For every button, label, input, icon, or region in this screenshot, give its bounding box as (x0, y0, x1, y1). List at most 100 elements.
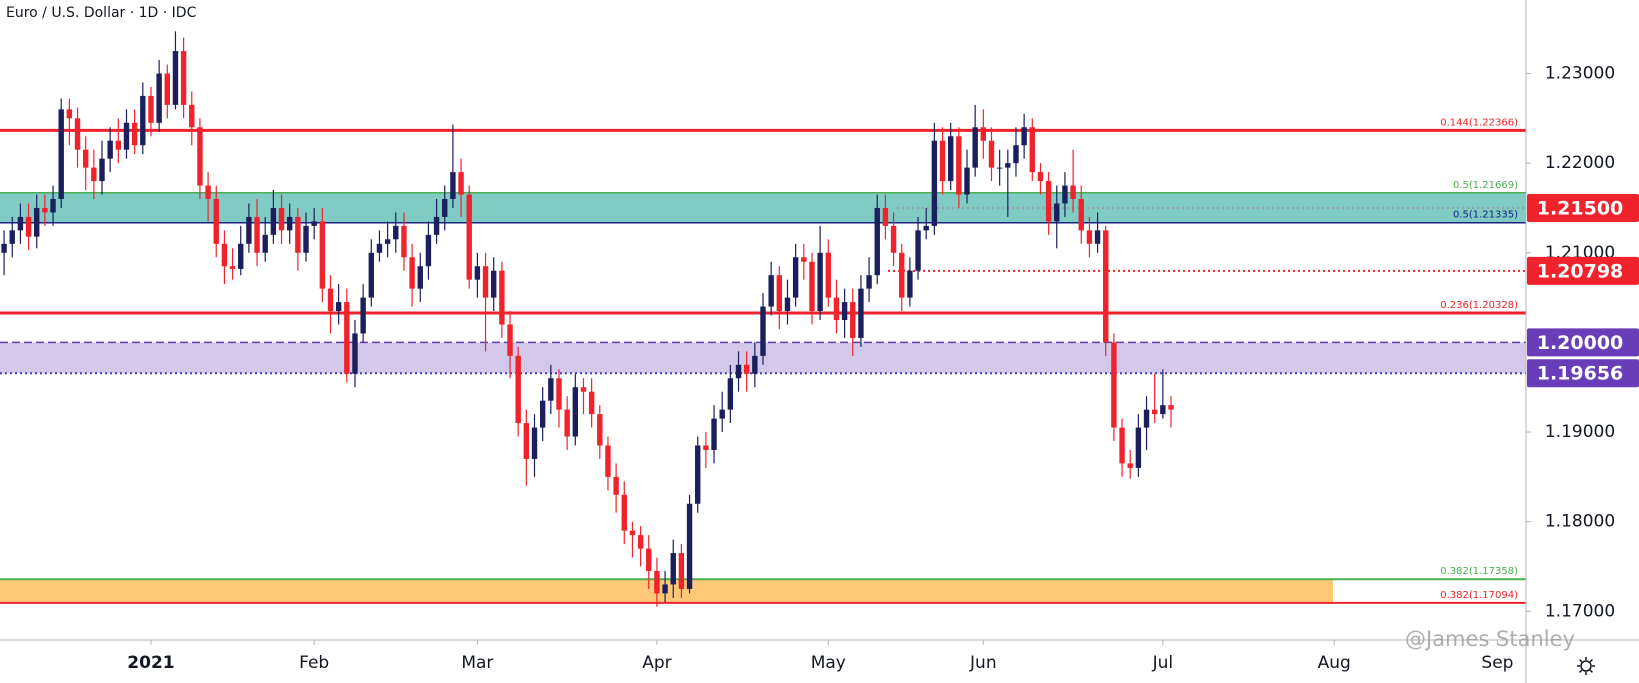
candle-body (91, 167, 97, 182)
chart-title: Euro / U.S. Dollar · 1D · IDC (6, 5, 197, 21)
candle-body (1062, 185, 1068, 204)
candle-body (466, 194, 472, 280)
candle-body (956, 136, 962, 195)
candle-body (311, 221, 317, 226)
candle-body (988, 140, 995, 168)
gear-ring (1580, 660, 1592, 672)
candle-body (572, 387, 579, 437)
candle-body (123, 122, 130, 150)
candle-body (825, 252, 831, 298)
candle-body (923, 225, 929, 231)
y-tick-label: 1.23000 (1545, 64, 1615, 84)
candle-body (523, 423, 530, 459)
candle-body (637, 535, 644, 549)
settings-icon[interactable] (1577, 657, 1595, 675)
level-label: 0.5(1.21335) (1453, 210, 1518, 221)
candle-body (368, 252, 374, 298)
candle-body (17, 216, 24, 231)
candle-body (499, 270, 505, 325)
candle-body (1127, 463, 1133, 468)
price-tag (1527, 359, 1639, 388)
candle-body (433, 216, 440, 235)
candle-body (841, 302, 848, 320)
candle-body (107, 140, 113, 159)
candle-body (74, 118, 81, 150)
candle-body (82, 149, 89, 168)
candle-body (156, 73, 162, 123)
candle-body (319, 221, 326, 289)
candle-body (450, 172, 456, 199)
candle-body (833, 297, 840, 320)
watermark: @James Stanley (1405, 627, 1575, 651)
candle-body (1152, 409, 1158, 415)
level-label: 0.144(1.22366) (1440, 117, 1518, 128)
candle-body (792, 257, 799, 298)
candle-body (947, 136, 954, 182)
candle-body (621, 494, 627, 531)
candle-body (42, 207, 48, 213)
candle-body (417, 266, 423, 289)
candle-body (25, 216, 32, 237)
candle-body (678, 553, 685, 589)
candle-body (539, 400, 546, 428)
candle-body (335, 302, 342, 312)
candles (1, 31, 1174, 607)
candle-body (1119, 427, 1125, 464)
level-label: 0.382(1.17358) (1440, 566, 1518, 577)
candle-body (629, 530, 636, 536)
candle-body (164, 73, 170, 105)
candle-body (776, 275, 783, 312)
candle-body (474, 266, 481, 280)
candle-body (262, 234, 268, 253)
candle-body (515, 355, 521, 424)
candle-body (246, 216, 252, 244)
candle-body (711, 418, 717, 450)
candle-body (580, 387, 587, 392)
candle-body (703, 445, 709, 450)
candle-body (931, 140, 938, 226)
y-tick-label: 1.18000 (1545, 512, 1615, 532)
x-tick-label: Jul (1152, 653, 1174, 673)
candle-body (344, 302, 350, 374)
candle-body (295, 216, 301, 253)
candle-body (482, 266, 489, 298)
candle-body (1078, 198, 1084, 231)
x-tick-label: 2021 (127, 653, 174, 673)
candle-body (646, 548, 652, 571)
candle-body (613, 476, 619, 495)
candle-body (760, 306, 766, 356)
candle-body (752, 355, 758, 374)
candle-body (1168, 405, 1174, 410)
candle-body (996, 167, 1003, 169)
candle-body (425, 234, 432, 267)
candle-body (605, 445, 611, 477)
candle-body (352, 333, 358, 374)
candle-body (890, 225, 897, 253)
candle-body (695, 445, 701, 504)
candle-body (1086, 230, 1093, 244)
x-tick-label: Feb (299, 653, 329, 673)
candle-body (34, 207, 40, 237)
candle-body (907, 270, 913, 298)
candle-body (809, 261, 815, 312)
candle-body (376, 243, 383, 253)
candle-body (1005, 163, 1011, 168)
candle-body (66, 109, 73, 119)
candle-body (384, 239, 391, 244)
candle-body (597, 414, 603, 446)
candle-body (205, 185, 211, 199)
candle-body (458, 172, 464, 195)
candle-body (972, 127, 978, 168)
candle-body (303, 225, 309, 253)
candle-body (1103, 230, 1109, 343)
candle-body (1054, 203, 1060, 222)
candle-body (401, 225, 407, 258)
candle-body (360, 297, 366, 334)
candle-body (548, 378, 554, 401)
candle-body (1135, 427, 1142, 468)
candle-body (556, 378, 562, 410)
candle-body (1, 243, 7, 253)
